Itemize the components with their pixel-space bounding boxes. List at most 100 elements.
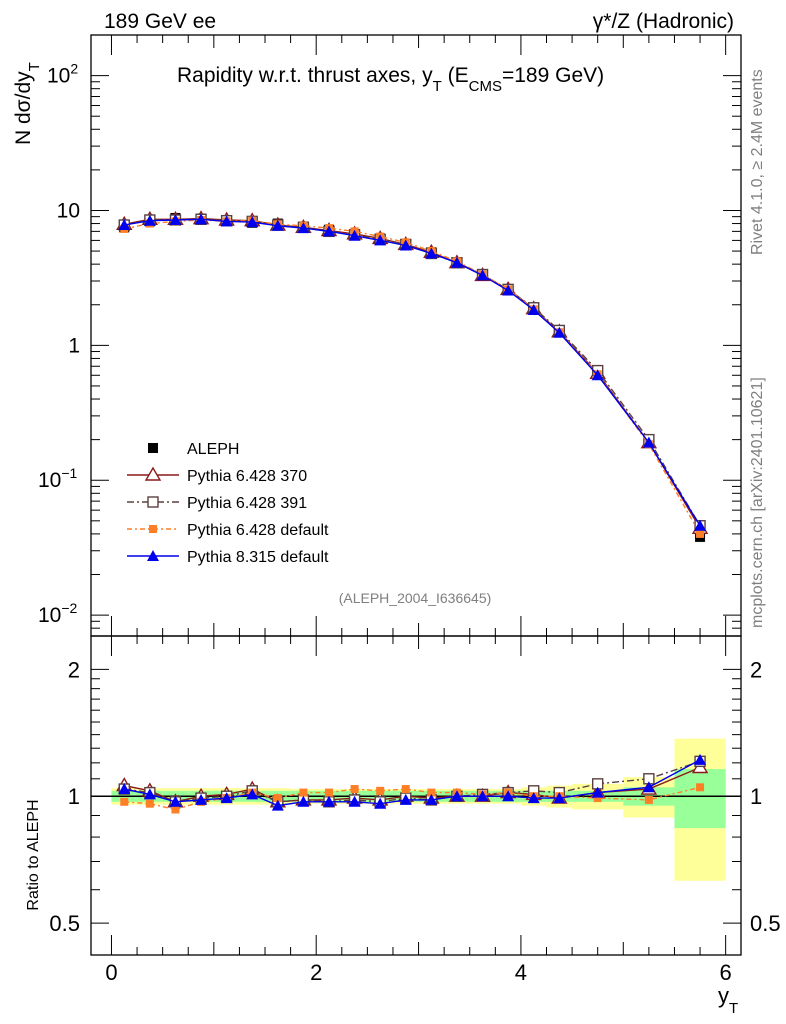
legend-marker-p391 — [147, 496, 159, 508]
axes: 10−2 10−1 1 10 102 0.5 0.5 1 1 2 2 0 2 4 6 — [38, 34, 781, 985]
main-point-p8 — [297, 222, 310, 234]
main-y-tick-label: 10−2 — [38, 600, 78, 627]
main-y-tick-label: 1 — [68, 334, 80, 357]
ratio-point-p_default — [171, 805, 180, 814]
ratio-frame — [90, 635, 742, 956]
ratio-point-p8 — [348, 795, 361, 807]
ratio-point-p8 — [374, 797, 387, 809]
main-point-p8 — [246, 216, 259, 228]
ratio-point-p_default — [145, 799, 154, 808]
main-point-p_default — [696, 529, 705, 538]
ratio-point-p8 — [553, 792, 566, 804]
ratio-point-p8 — [297, 795, 310, 807]
ratio-point-p_default — [299, 788, 308, 797]
x-tick-label: 0 — [105, 960, 117, 985]
ratio-point-p8 — [527, 792, 540, 804]
ratio-point-p8 — [476, 790, 489, 802]
ratio-point-p8 — [450, 790, 463, 802]
ratio-y-tick-label-right: 2 — [750, 657, 762, 682]
main-point-p8 — [271, 219, 284, 231]
main-series-p8 — [118, 213, 707, 531]
rivet-label: Rivet 4.1.0, ≥ 2.4M events — [749, 69, 766, 255]
ratio-y-tick-label: 0.5 — [49, 911, 80, 936]
main-point-p8 — [591, 369, 604, 381]
legend-label-p391: Pythia 6.428 391 — [187, 495, 307, 512]
ratio-point-p_default — [696, 783, 705, 792]
main-point-p8 — [143, 214, 156, 226]
main-point-p8 — [118, 219, 131, 231]
ratio-point-p8 — [271, 799, 284, 811]
ratio-point-p_default — [120, 797, 129, 806]
ratio-bands — [91, 738, 741, 881]
ratio-point-p8 — [322, 795, 335, 807]
ratio-point-p_default — [376, 786, 385, 795]
ratio-point-p_default — [324, 788, 333, 797]
stat-band-bin — [674, 769, 726, 829]
main-point-p8 — [642, 436, 655, 448]
ratio-point-p8 — [591, 786, 604, 798]
legend-marker-p8 — [147, 550, 159, 561]
ratio-point-p8 — [425, 793, 438, 805]
ratio-point-p_default — [273, 794, 282, 803]
legend: ALEPH Pythia 6.428 370 Pythia 6.428 391 Pyt… — [127, 441, 329, 566]
ratio-point-p8 — [169, 795, 182, 807]
ratio-y-tick-label-right: 1 — [750, 784, 762, 809]
main-y-tick-label: 10 — [57, 199, 80, 222]
legend-label-data: ALEPH — [187, 441, 239, 458]
ratio-point-p8 — [246, 788, 259, 800]
legend-label-p_default: Pythia 6.428 default — [187, 522, 329, 539]
main-point-p8 — [195, 213, 208, 225]
ratio-point-p8 — [502, 790, 515, 802]
series-layer — [116, 210, 709, 814]
main-point-p8 — [450, 256, 463, 268]
legend-label-p8: Pythia 8.315 default — [187, 549, 329, 566]
legend-label-p370: Pythia 6.428 370 — [187, 468, 307, 485]
ratio-y-tick-label: 1 — [68, 784, 80, 809]
main-point-p8 — [694, 519, 707, 531]
plot-title: Rapidity w.r.t. thrust axes, yT (ECMS=18… — [177, 64, 604, 95]
header-right: γ*/Z (Hadronic) — [593, 10, 734, 33]
main-point-p8 — [527, 303, 540, 315]
legend-marker-p370 — [144, 466, 162, 481]
ratio-point-p8 — [694, 753, 707, 765]
main-point-p8 — [169, 213, 182, 225]
main-ylabel: N dσ/dyT — [12, 62, 43, 145]
ratio-point-p_default — [644, 795, 653, 804]
main-y-tick-label: 10−1 — [38, 465, 78, 492]
x-axis-label: yT — [718, 983, 738, 1017]
ratio-point-p_default — [350, 785, 359, 794]
ratio-point-p8 — [195, 793, 208, 805]
main-point-p8 — [476, 269, 489, 281]
ratio-series-p8 — [118, 753, 707, 811]
ratio-point-p8 — [220, 792, 233, 804]
ratio-y-tick-label-right: 0.5 — [750, 911, 781, 936]
main-line-p_default — [124, 219, 701, 535]
ratio-y-tick-label: 2 — [68, 657, 80, 682]
main-point-p8 — [374, 234, 387, 246]
main-frame — [90, 34, 742, 637]
legend-marker-p_default — [149, 525, 157, 533]
ratio-point-p8 — [399, 793, 412, 805]
main-point-p8 — [553, 326, 566, 338]
x-tick-label: 4 — [515, 960, 527, 985]
main-series-p_default — [120, 215, 705, 538]
ratio-point-p_default — [401, 785, 410, 794]
legend-marker-data — [148, 443, 158, 453]
mcplots-label: mcplots.cern.ch [arXiv:2401.10621] — [749, 377, 766, 628]
ratio-point-p_default — [427, 788, 436, 797]
ratio-point-p_default — [593, 794, 602, 803]
x-tick-label: 6 — [720, 960, 732, 985]
ratio-ylabel: Ratio to ALEPH — [25, 799, 42, 910]
main-point-p8 — [425, 247, 438, 259]
header-left: 189 GeV ee — [104, 10, 216, 33]
main-point-p8 — [502, 284, 515, 296]
main-point-p8 — [322, 225, 335, 237]
main-y-tick-label: 102 — [47, 61, 78, 88]
main-series-data — [119, 212, 706, 542]
x-tick-label: 2 — [310, 960, 322, 985]
ratio-point-p8 — [642, 781, 655, 793]
ratio-point-p8 — [118, 783, 131, 795]
analysis-watermark: (ALEPH_2004_I636645) — [339, 590, 492, 606]
main-point-p8 — [399, 239, 412, 251]
